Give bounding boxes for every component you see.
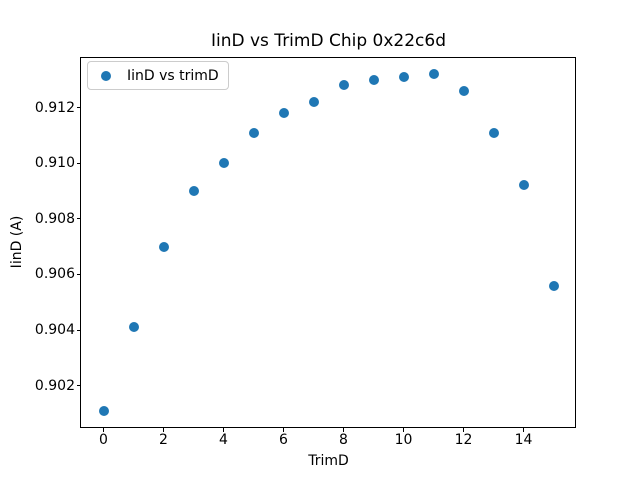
y-tick-label: 0.912	[34, 99, 75, 116]
legend-label: IinD vs trimD	[127, 67, 219, 84]
data-point	[368, 74, 379, 85]
x-tick-label: 6	[279, 432, 288, 448]
legend: IinD vs trimD	[87, 61, 229, 90]
x-tick-mark	[463, 427, 464, 432]
data-point	[158, 241, 169, 252]
data-point	[308, 97, 319, 107]
data-point	[218, 158, 229, 169]
legend-marker-dot	[101, 70, 111, 81]
data-point	[248, 127, 259, 138]
x-tick-mark	[283, 427, 284, 432]
y-tick-label: 0.910	[34, 155, 75, 172]
data-point	[548, 280, 559, 291]
data-point	[188, 186, 199, 197]
y-tick-label: 0.906	[34, 266, 75, 283]
x-tick-label: 4	[219, 432, 228, 448]
x-tick-label: 12	[454, 432, 473, 448]
x-axis-label: TrimD	[308, 453, 349, 469]
x-tick-label: 2	[159, 432, 168, 448]
data-point	[278, 108, 289, 119]
y-tick-label: 0.902	[34, 377, 75, 394]
chart-title: IinD vs TrimD Chip 0x22c6d	[210, 31, 446, 51]
x-tick-mark	[403, 427, 404, 432]
data-point	[428, 69, 439, 80]
data-point	[98, 405, 109, 416]
y-tick-mark	[76, 218, 81, 220]
plot-area	[80, 57, 576, 428]
y-tick-mark	[76, 273, 81, 275]
y-tick-label: 0.904	[34, 322, 75, 339]
y-tick-mark	[76, 107, 81, 109]
x-tick-label: 8	[339, 432, 348, 448]
x-tick-mark	[223, 427, 224, 432]
y-tick-mark	[76, 385, 81, 387]
data-point	[458, 85, 469, 96]
x-tick-label: 10	[394, 432, 413, 448]
data-point	[488, 127, 499, 138]
x-tick-mark	[523, 427, 524, 432]
data-point	[128, 322, 139, 333]
data-point	[398, 71, 409, 82]
y-tick-mark	[76, 162, 81, 164]
x-tick-mark	[343, 427, 344, 432]
data-point	[338, 80, 349, 91]
x-tick-label: 14	[514, 432, 533, 448]
x-tick-mark	[103, 427, 104, 432]
x-tick-mark	[163, 427, 164, 432]
y-axis-label: IinD (A)	[9, 215, 25, 269]
x-tick-label: 0	[99, 432, 108, 448]
y-tick-mark	[76, 329, 81, 331]
data-point	[518, 180, 529, 191]
y-tick-label: 0.908	[34, 210, 75, 227]
